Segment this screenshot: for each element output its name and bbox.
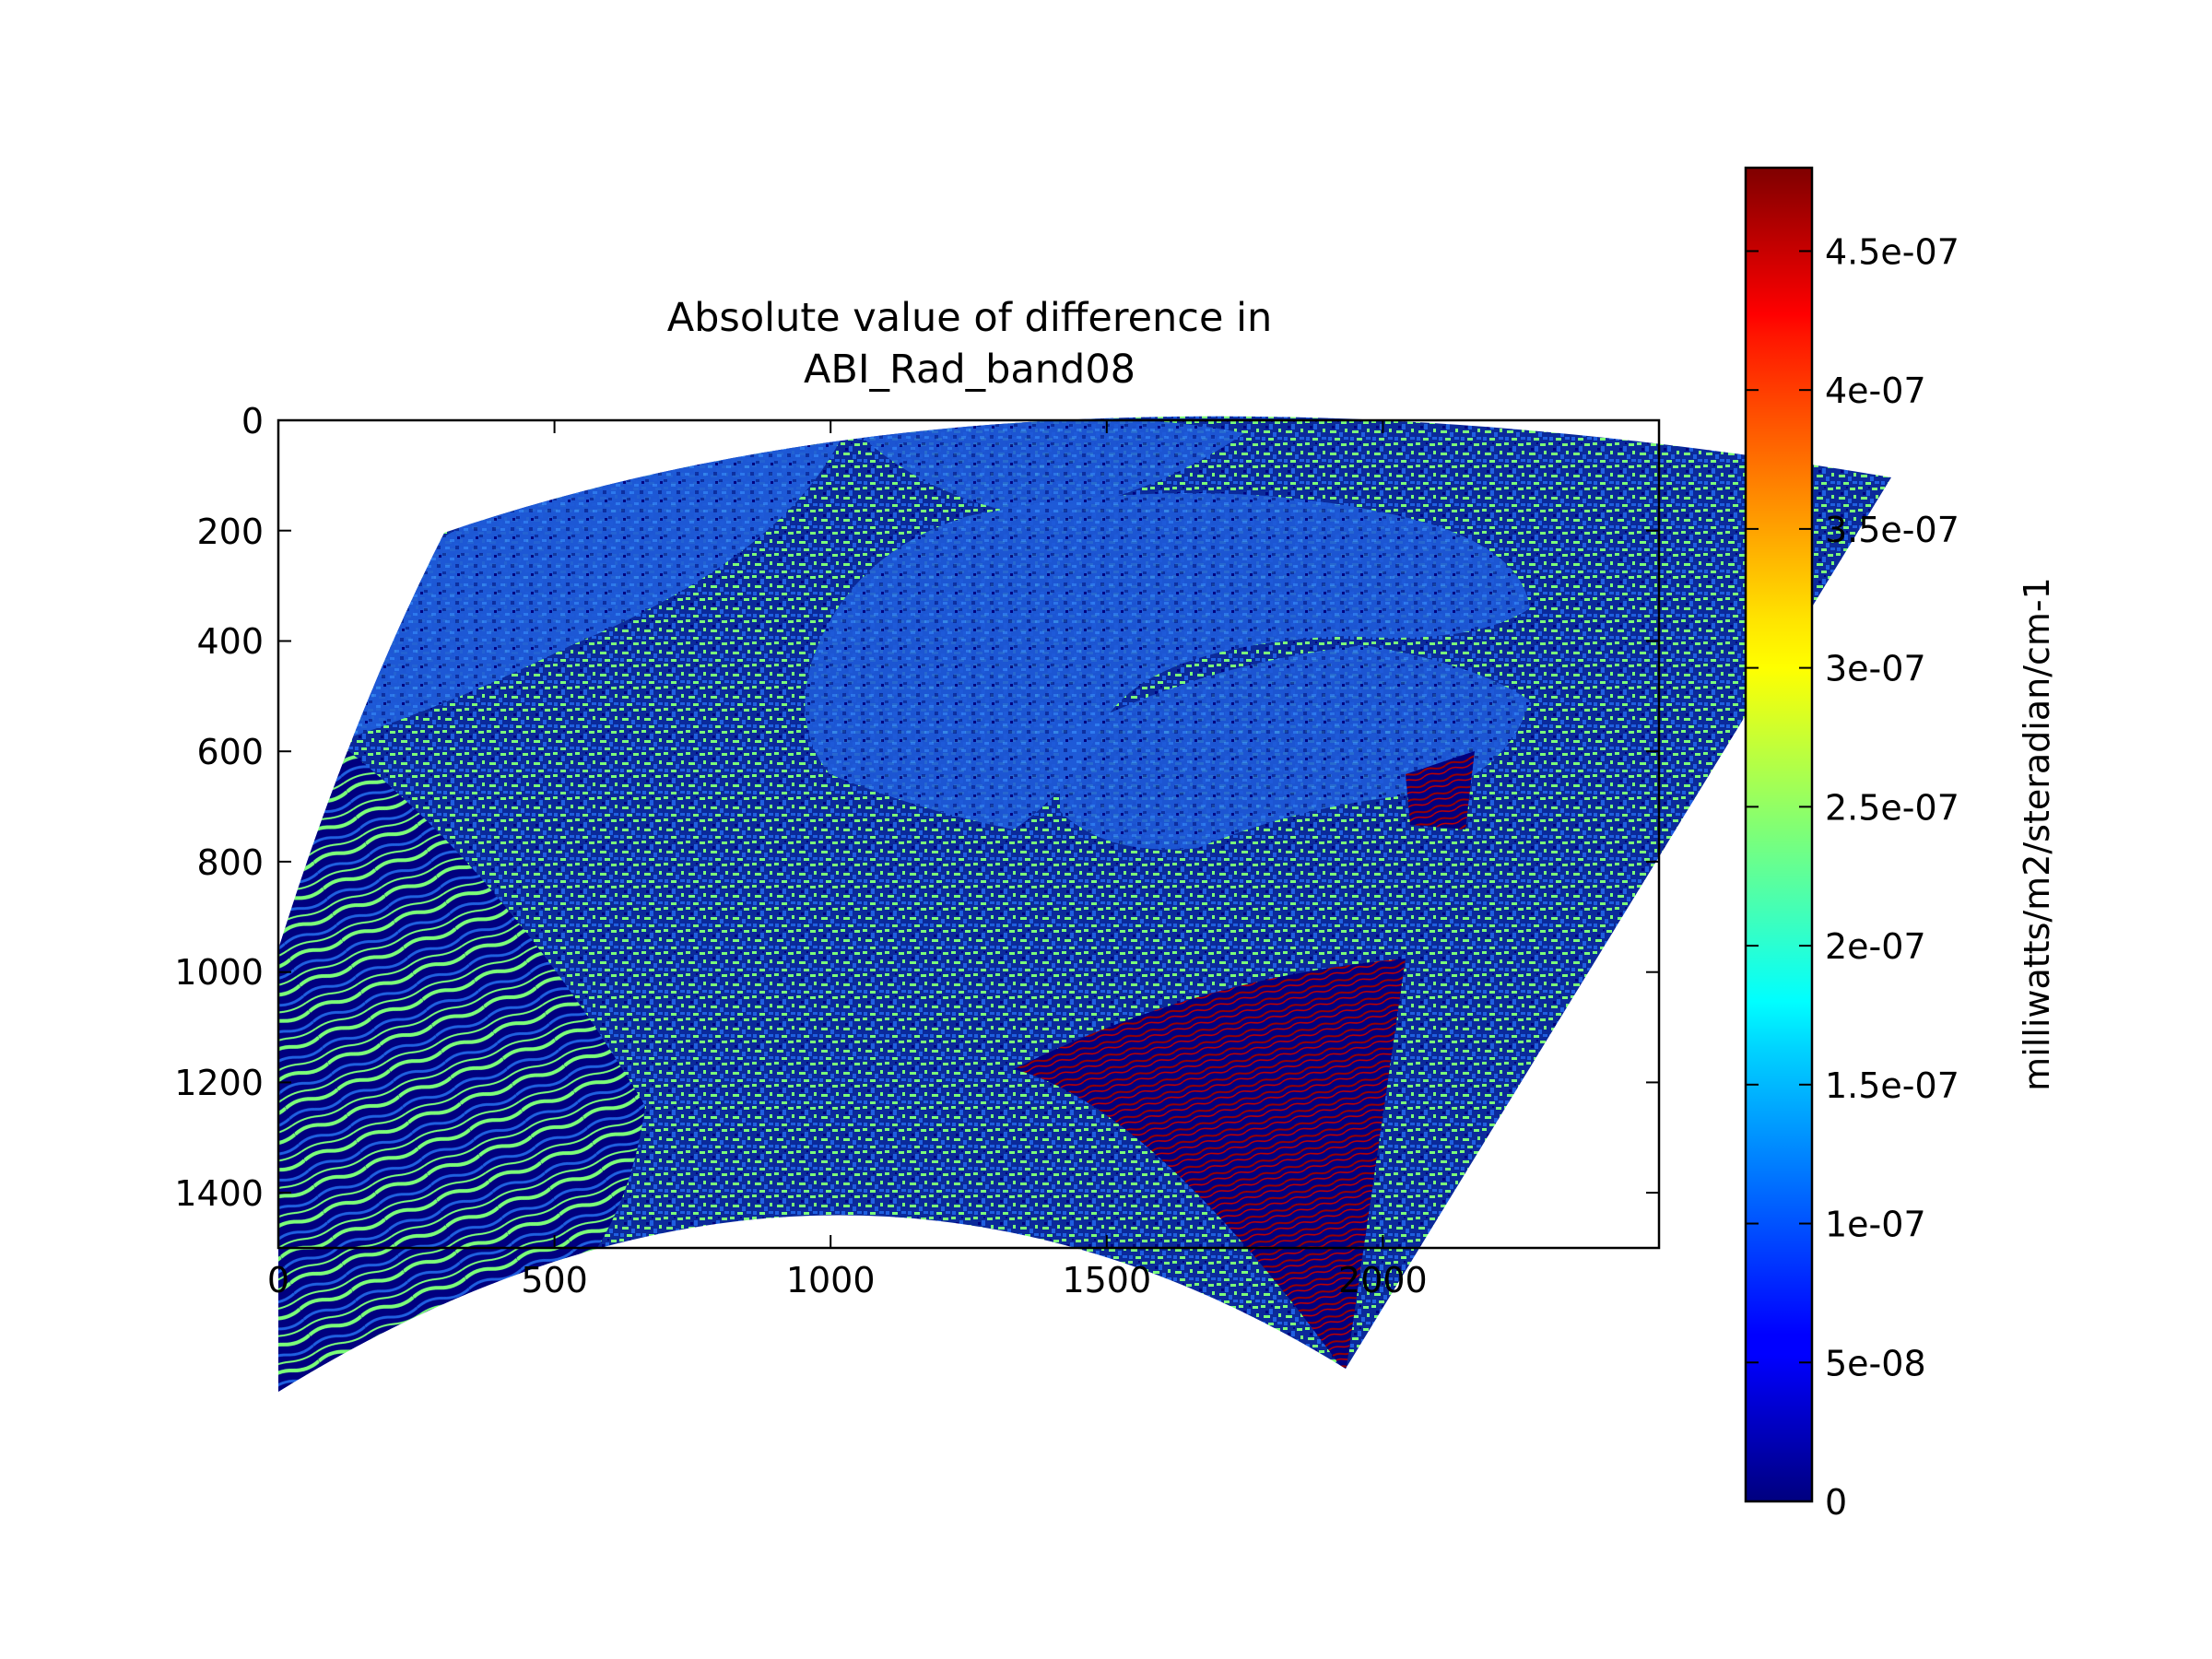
y-tick-label: 1400 <box>174 1173 264 1214</box>
y-tick-label: 800 <box>196 842 264 883</box>
colorbar-tick-label: 3.5e-07 <box>1825 510 1959 550</box>
x-tick-label: 2000 <box>1338 1260 1428 1300</box>
colorbar-tick-label: 4e-07 <box>1825 371 1926 411</box>
y-tick-label: 400 <box>196 621 264 662</box>
y-tick-label: 200 <box>196 512 264 552</box>
y-tick-label: 600 <box>196 732 264 772</box>
colorbar-tick-label: 2.5e-07 <box>1825 787 1959 828</box>
colorbar-gradient <box>1744 166 1814 1503</box>
heatmap-image <box>278 416 1891 1392</box>
colorbar-tick-label: 3e-07 <box>1825 649 1926 689</box>
x-tick-label: 500 <box>521 1260 588 1300</box>
colorbar-tick-label: 5e-08 <box>1825 1343 1926 1383</box>
colorbar-tick-label: 2e-07 <box>1825 926 1926 967</box>
chart-title-line-2: ABI_Rad_band08 <box>804 347 1135 393</box>
chart-title-line-1: Absolute value of difference in <box>667 295 1273 341</box>
x-axis: 0 500 1000 1500 2000 <box>267 420 1428 1300</box>
colorbar-tick-label: 0 <box>1825 1482 1847 1523</box>
colorbar-tick-label: 1.5e-07 <box>1825 1065 1959 1106</box>
x-tick-label: 1500 <box>1062 1260 1151 1300</box>
y-tick-label: 1000 <box>174 952 264 993</box>
colorbar-tick-label: 1e-07 <box>1825 1205 1926 1245</box>
colorbar-label: milliwatts/m2/steradian/cm-1 <box>2017 577 2057 1091</box>
x-tick-label: 0 <box>267 1260 289 1300</box>
y-tick-label: 0 <box>241 401 264 441</box>
colorbar-ticks: 0 5e-08 1e-07 1.5e-07 2e-07 2.5e-07 3e-07 3.5e-… <box>1746 231 1959 1523</box>
colorbar: 0 5e-08 1e-07 1.5e-07 2e-07 2.5e-07 3e-07 3.5e-… <box>1744 166 2057 1523</box>
colorbar-tick-label: 4.5e-07 <box>1825 231 1959 272</box>
y-axis: 0 200 400 600 800 1000 1200 1400 <box>174 401 1659 1214</box>
x-tick-label: 1000 <box>786 1260 876 1300</box>
y-tick-label: 1200 <box>174 1063 264 1103</box>
plot-frame <box>276 418 1661 1250</box>
